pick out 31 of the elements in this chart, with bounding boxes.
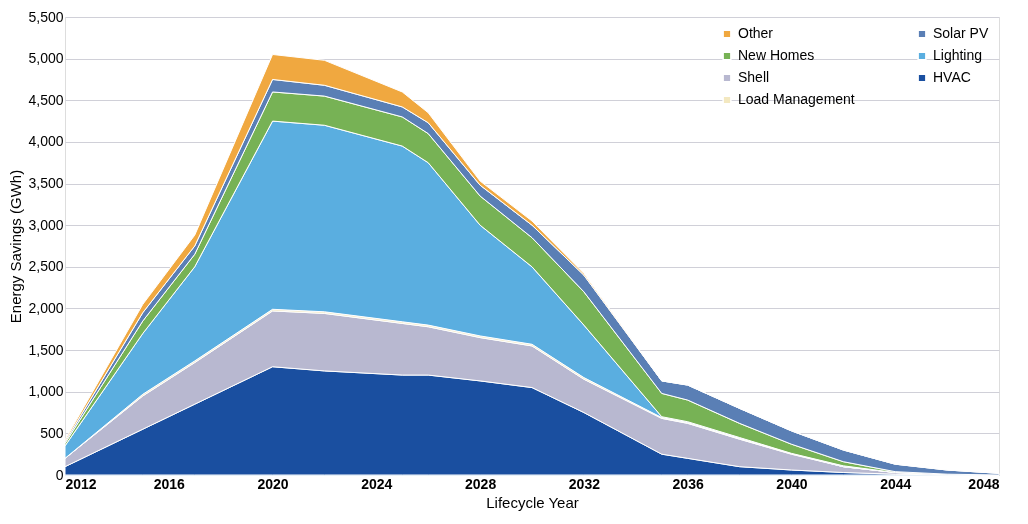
x-tick-label: 2020 <box>257 475 289 492</box>
x-tick-label: 2012 <box>65 475 97 492</box>
x-tick-label: 2016 <box>153 475 186 492</box>
legend-label: Other <box>738 25 774 41</box>
y-tick-label: 500 <box>40 424 64 441</box>
y-tick-label: 3,000 <box>28 216 64 233</box>
y-tick-label: 4,500 <box>28 91 64 108</box>
y-tick-label: 4,000 <box>28 133 64 150</box>
y-axis-title: Energy Savings (GWh) <box>7 169 25 324</box>
x-tick-label: 2028 <box>465 475 497 492</box>
x-axis-title: Lifecycle Year <box>486 493 579 511</box>
y-tick-label: 1,500 <box>28 341 64 358</box>
legend-label: New Homes <box>738 47 815 63</box>
y-tick-label: 1,000 <box>28 383 64 400</box>
legend-label: Shell <box>738 69 770 85</box>
x-tick-label: 2040 <box>776 475 808 492</box>
y-tick-label: 3,500 <box>28 175 64 192</box>
x-tick-label: 2024 <box>361 475 393 492</box>
x-tick-label: 2032 <box>568 475 601 492</box>
y-tick-label: 5,500 <box>28 8 64 25</box>
x-tick-label: 2044 <box>880 475 912 492</box>
x-tick-label: 2036 <box>672 475 704 492</box>
y-tick-label: 2,500 <box>28 258 64 275</box>
y-tick-label: 0 <box>55 466 64 483</box>
legend-label: HVAC <box>933 69 971 85</box>
y-tick-label: 2,000 <box>28 299 64 316</box>
legend-label: Lighting <box>933 47 983 63</box>
x-tick-label: 2048 <box>968 475 1000 492</box>
legend-label: Load Management <box>738 91 855 107</box>
y-tick-label: 5,000 <box>28 50 64 67</box>
legend-label: Solar PV <box>933 25 989 41</box>
